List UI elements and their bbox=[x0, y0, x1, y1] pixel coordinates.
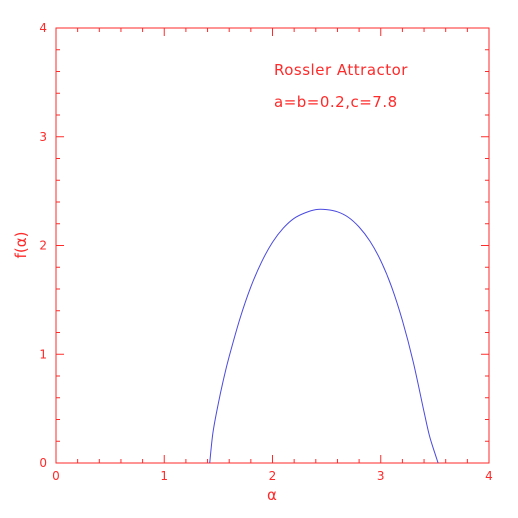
y-tick-label: 0 bbox=[39, 456, 47, 470]
x-tick-label: 3 bbox=[377, 469, 385, 483]
x-axis-label: α bbox=[267, 486, 277, 504]
series-layer bbox=[209, 208, 439, 464]
series-line bbox=[209, 208, 439, 464]
x-tick-label: 4 bbox=[485, 469, 493, 483]
x-tick-label: 0 bbox=[52, 469, 60, 483]
annotation-parameters: a=b=0.2,c=7.8 bbox=[274, 93, 398, 111]
major-ticks bbox=[55, 27, 490, 464]
x-tick-label: 1 bbox=[160, 469, 168, 483]
annotation-title: Rossler Attractor bbox=[274, 61, 408, 79]
y-tick-label: 2 bbox=[39, 239, 47, 253]
y-tick-label: 3 bbox=[39, 130, 47, 144]
y-axis-label: f(α) bbox=[12, 232, 30, 259]
tick-labels: 0 1 2 3 4 0 1 2 3 4 bbox=[39, 21, 492, 483]
y-tick-label: 1 bbox=[39, 347, 47, 361]
x-tick-label: 2 bbox=[269, 469, 277, 483]
minor-ticks bbox=[56, 28, 489, 463]
plot-frame bbox=[55, 27, 490, 464]
y-tick-label: 4 bbox=[39, 21, 47, 35]
